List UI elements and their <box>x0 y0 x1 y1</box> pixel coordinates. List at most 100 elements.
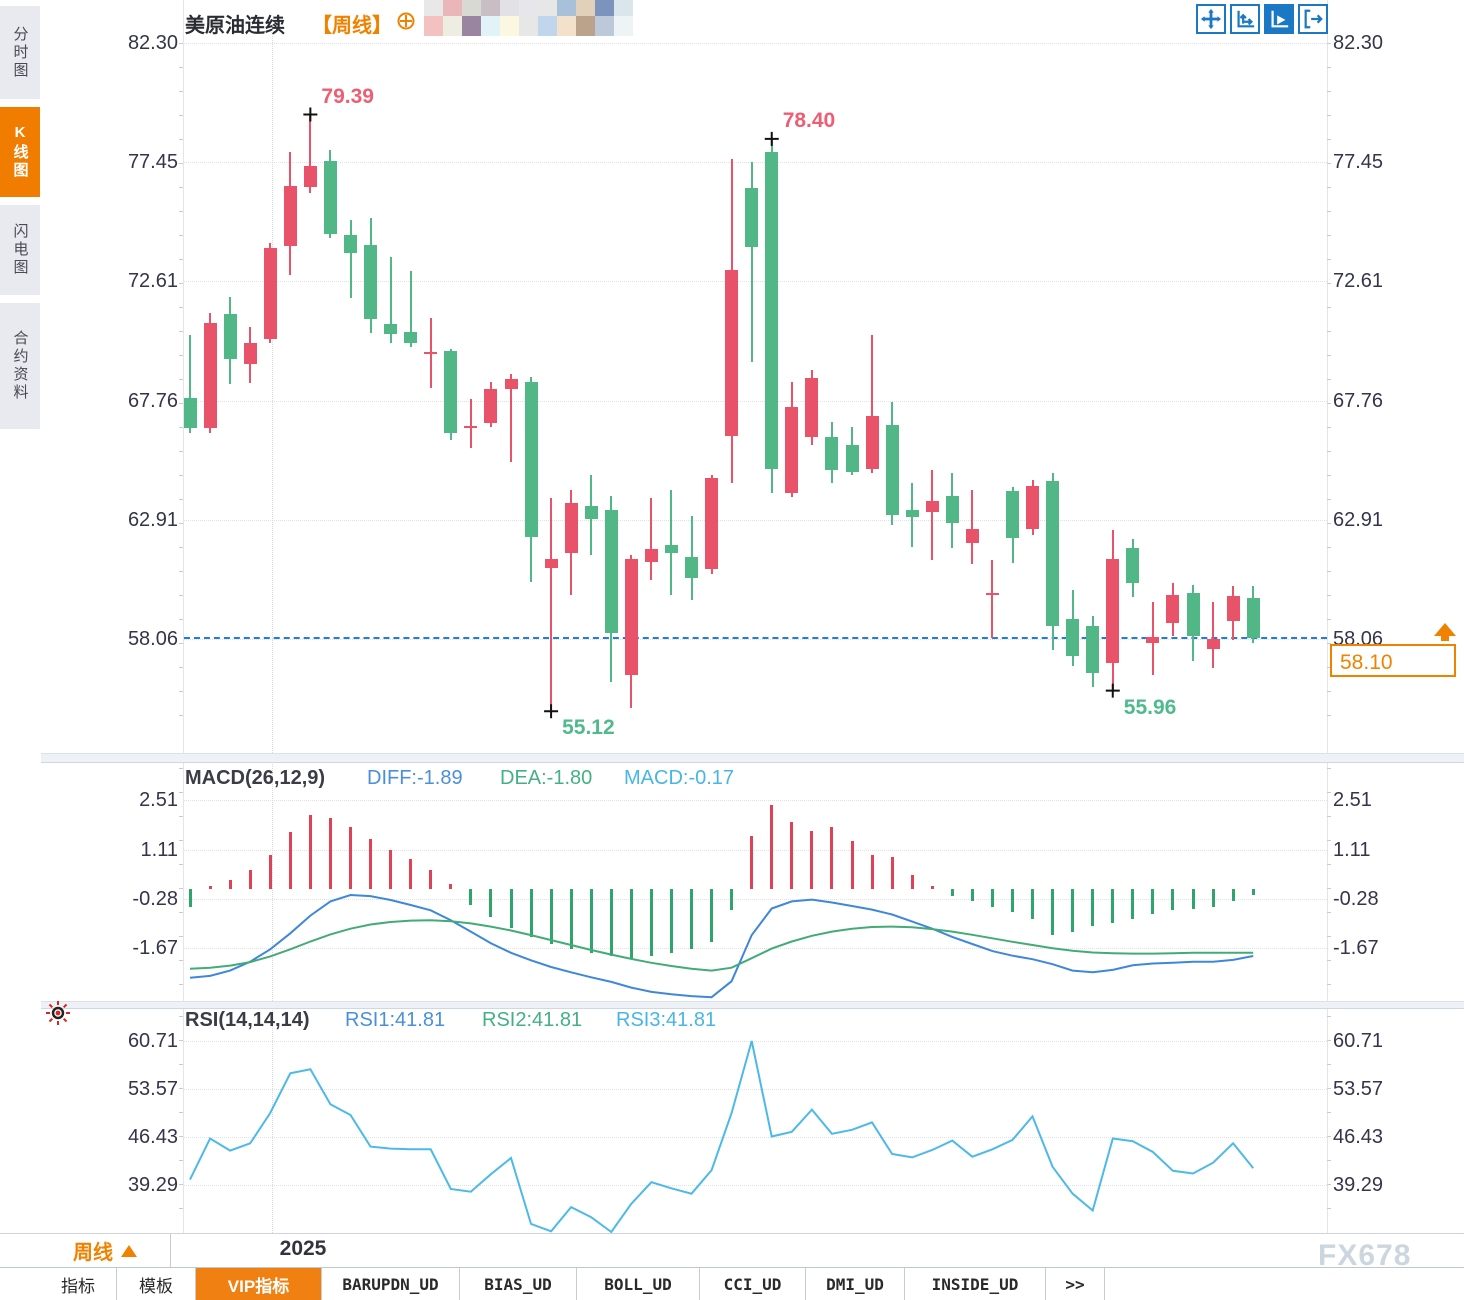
axis-minor-tick <box>179 960 183 961</box>
extreme-high-label: 79.39 <box>321 84 374 108</box>
axis-minor-tick <box>179 1112 183 1113</box>
candle-wick <box>389 256 392 344</box>
macd-histogram-bar <box>1031 889 1034 920</box>
axis-label: 82.30 <box>127 32 178 54</box>
axis-minor-tick <box>179 1040 183 1041</box>
pane-separator[interactable] <box>41 1001 1464 1009</box>
axis-minor-tick <box>1327 792 1331 793</box>
axis-minor-tick <box>179 43 183 44</box>
rsi-gridline <box>184 1185 1327 1186</box>
tab-vip[interactable]: VIP指标 <box>196 1268 322 1300</box>
pan-crosshair-icon[interactable] <box>1196 4 1226 34</box>
candle <box>1186 593 1200 637</box>
candle <box>504 379 518 390</box>
sidebar-item-1[interactable]: 分时图 <box>0 6 40 99</box>
macd-histogram-bar <box>750 835 754 889</box>
axis-range-icon[interactable] <box>1230 4 1260 34</box>
candle <box>725 269 739 437</box>
axis-label: 62.91 <box>127 508 178 531</box>
macd-histogram-bar <box>870 855 874 889</box>
price-gridline <box>184 519 1327 521</box>
candle <box>865 416 879 470</box>
axis-minor-tick <box>179 691 183 692</box>
macd-histogram-bar <box>509 889 513 928</box>
axis-label: 72.61 <box>1333 270 1384 293</box>
macd-dea-line <box>189 919 1254 972</box>
candle <box>303 165 317 188</box>
macd-histogram-bar <box>208 885 212 889</box>
axis-minor-tick <box>179 1136 183 1137</box>
tab-bias_ud[interactable]: BIAS_UD <box>460 1268 577 1300</box>
axis-minor-tick <box>1327 379 1331 380</box>
plot-left-border <box>183 0 184 1233</box>
axis-label: -1.67 <box>132 937 178 960</box>
sidebar-item-4[interactable]: 合约资料 <box>0 303 40 429</box>
axis-minor-tick <box>1327 619 1331 620</box>
axis-minor-tick <box>179 331 183 332</box>
axis-label: 46.43 <box>1333 1126 1384 1148</box>
macd-histogram-bar <box>730 889 734 911</box>
indicator-alert-sun-icon[interactable] <box>44 999 72 1027</box>
tab-barupdn_ud[interactable]: BARUPDN_UD <box>322 1268 460 1300</box>
macd-value: MACD:-0.17 <box>624 767 735 789</box>
pane-separator[interactable] <box>41 753 1464 763</box>
candle <box>965 529 979 544</box>
candle <box>644 549 658 562</box>
axis-label: 39.29 <box>127 1174 178 1196</box>
tab-dmi_ud[interactable]: DMI_UD <box>806 1268 905 1300</box>
sidebar-item-3[interactable]: 闪电图 <box>0 205 40 295</box>
collapse-panel-icon[interactable] <box>1298 4 1328 34</box>
macd-histogram-bar <box>1091 889 1095 927</box>
candle <box>1126 548 1140 584</box>
tab-boll_ud[interactable]: BOLL_UD <box>577 1268 700 1300</box>
axis-play-icon[interactable] <box>1264 4 1294 34</box>
macd-histogram-bar <box>349 826 352 889</box>
axis-minor-tick <box>1327 1160 1331 1161</box>
axis-minor-tick <box>179 1016 183 1017</box>
axis-minor-tick <box>1327 960 1331 961</box>
axis-minor-tick <box>1327 1040 1331 1041</box>
candle <box>925 500 939 512</box>
candle <box>845 445 859 472</box>
period-dropdown-button[interactable]: 周线 <box>40 1234 171 1267</box>
axis-minor-tick <box>1327 499 1331 500</box>
axis-label: 2.51 <box>1333 789 1372 811</box>
macd-histogram-bar <box>589 889 593 953</box>
axis-minor-tick <box>179 619 183 620</box>
tab-[interactable]: 指标 <box>40 1268 117 1300</box>
tab-[interactable]: >> <box>1046 1268 1105 1300</box>
macd-histogram-bar <box>469 889 473 905</box>
axis-minor-tick <box>1327 1112 1331 1113</box>
candle-wick <box>650 498 653 580</box>
axis-minor-tick <box>179 475 183 476</box>
candle <box>745 188 759 247</box>
xaxis-divider <box>0 1233 1464 1234</box>
axis-minor-tick <box>179 1088 183 1089</box>
candle <box>444 350 458 434</box>
macd-diff-value: DIFF:-1.89 <box>367 767 463 789</box>
tab-inside_ud[interactable]: INSIDE_UD <box>905 1268 1046 1300</box>
axis-label: 1.11 <box>140 838 178 861</box>
candle-wick <box>971 490 974 564</box>
macd-histogram-bar <box>529 889 533 937</box>
mosaic-cell <box>519 16 538 36</box>
candle-wick <box>409 270 412 347</box>
candle <box>323 161 337 235</box>
axis-minor-tick <box>1327 427 1331 428</box>
axis-minor-tick <box>1327 187 1331 188</box>
tab-cci_ud[interactable]: CCI_UD <box>700 1268 806 1300</box>
add-indicator-icon[interactable] <box>396 11 416 31</box>
tab-[interactable]: 模板 <box>117 1268 196 1300</box>
candle <box>1226 596 1240 621</box>
macd-histogram-bar <box>1171 889 1175 911</box>
macd-histogram-bar <box>449 883 453 889</box>
mosaic-cell <box>519 0 538 16</box>
candle <box>825 436 839 470</box>
axis-minor-tick <box>179 523 183 524</box>
axis-minor-tick <box>1327 715 1331 716</box>
candle-wick <box>349 220 352 299</box>
sidebar-item-2[interactable]: K线图 <box>0 107 40 197</box>
candle <box>263 248 277 340</box>
mosaic-cell <box>614 16 633 36</box>
